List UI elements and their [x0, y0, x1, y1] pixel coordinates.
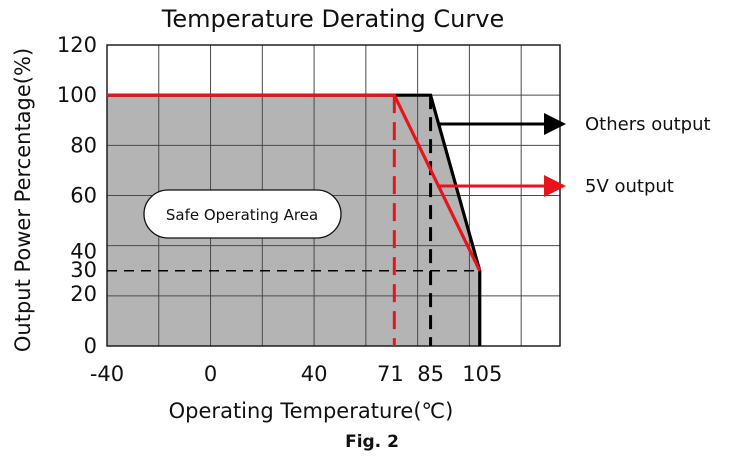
x-tick-label: 85 — [417, 362, 444, 386]
safe-area-label: Safe Operating Area — [166, 206, 318, 224]
y-tick-label: 80 — [70, 133, 97, 157]
y-tick-label: 40 — [70, 240, 97, 264]
y-tick-label: 120 — [57, 33, 97, 57]
y-tick-label: 100 — [57, 83, 97, 107]
others-output-legend-label: Others output — [585, 114, 711, 135]
y-tick-label: 30 — [70, 258, 97, 282]
x-tick-label: -40 — [90, 362, 124, 386]
chart-title: Temperature Derating Curve — [161, 5, 504, 33]
y-tick-label: 0 — [84, 334, 97, 358]
others-output-legend-arrow-head — [544, 113, 566, 135]
x-axis-label: Operating Temperature(℃) — [169, 399, 454, 423]
x-tick-label: 0 — [204, 362, 217, 386]
y-axis-label: Output Power Percentage(%) — [11, 48, 35, 352]
plot-border — [106, 44, 561, 347]
x-tick-label: 105 — [462, 362, 502, 386]
5v-output-legend-arrow-head — [544, 175, 566, 197]
figure-caption: Fig. 2 — [345, 432, 399, 452]
safe-area-bubble — [143, 189, 342, 239]
5v-output-legend-label: 5V output — [585, 176, 674, 197]
y-tick-label: 60 — [70, 184, 97, 208]
5v-output-curve — [107, 93, 482, 272]
x-tick-label: 71 — [377, 362, 404, 386]
x-tick-label: 40 — [301, 362, 328, 386]
y-tick-label: 20 — [70, 282, 97, 306]
